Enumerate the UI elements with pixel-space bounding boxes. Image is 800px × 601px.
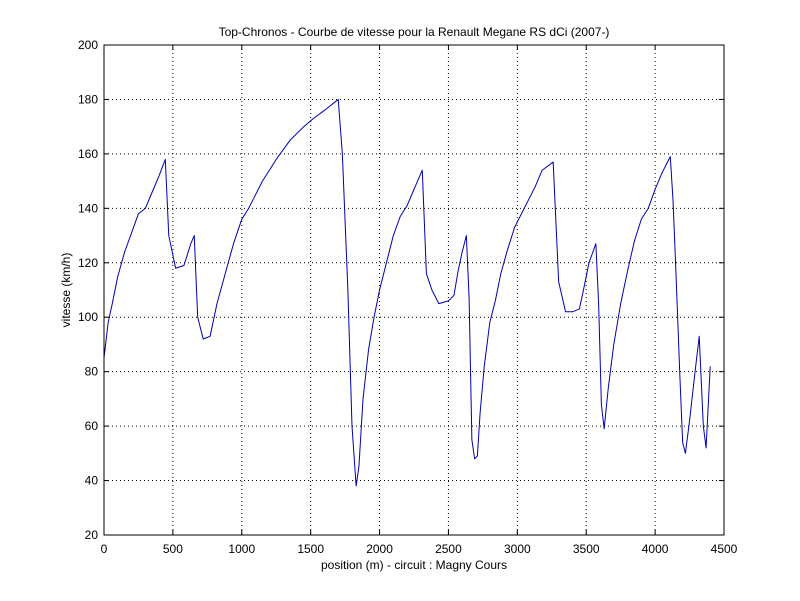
y-tick-label: 200 bbox=[78, 38, 98, 52]
x-tick-label: 1000 bbox=[228, 542, 255, 556]
x-axis-label: position (m) - circuit : Magny Cours bbox=[321, 558, 507, 572]
grid bbox=[104, 45, 724, 535]
plot-frame bbox=[103, 44, 725, 536]
y-tick-label: 140 bbox=[78, 201, 98, 215]
x-tick-label: 2500 bbox=[435, 542, 462, 556]
y-tick-label: 160 bbox=[78, 147, 98, 161]
x-tick-label: 3000 bbox=[504, 542, 531, 556]
x-tick-label: 1500 bbox=[297, 542, 324, 556]
y-tick-label: 20 bbox=[85, 528, 99, 542]
x-tick-label: 3500 bbox=[573, 542, 600, 556]
tick-marks bbox=[103, 44, 725, 536]
data-series bbox=[103, 98, 711, 487]
y-tick-label: 40 bbox=[85, 474, 99, 488]
y-tick-label: 80 bbox=[85, 365, 99, 379]
x-tick-label: 500 bbox=[163, 542, 183, 556]
x-tick-label: 2000 bbox=[366, 542, 393, 556]
y-tick-labels: 20 40 60 80 100 120 140 160 180 200 bbox=[78, 38, 98, 542]
y-tick-label: 120 bbox=[78, 256, 98, 270]
series-line bbox=[103, 98, 711, 487]
x-tick-label: 4500 bbox=[711, 542, 738, 556]
y-tick-label: 100 bbox=[78, 310, 98, 324]
y-axis-label: vitesse (km/h) bbox=[59, 253, 73, 328]
plot-area bbox=[104, 45, 724, 535]
x-tick-label: 0 bbox=[101, 542, 108, 556]
chart-title: Top-Chronos - Courbe de vitesse pour la … bbox=[219, 25, 610, 39]
y-tick-label: 60 bbox=[85, 419, 99, 433]
x-tick-labels: 0 500 1000 1500 2000 2500 3000 3500 4000 4500 bbox=[101, 542, 738, 556]
x-tick-label: 4000 bbox=[642, 542, 669, 556]
y-tick-label: 180 bbox=[78, 92, 98, 106]
